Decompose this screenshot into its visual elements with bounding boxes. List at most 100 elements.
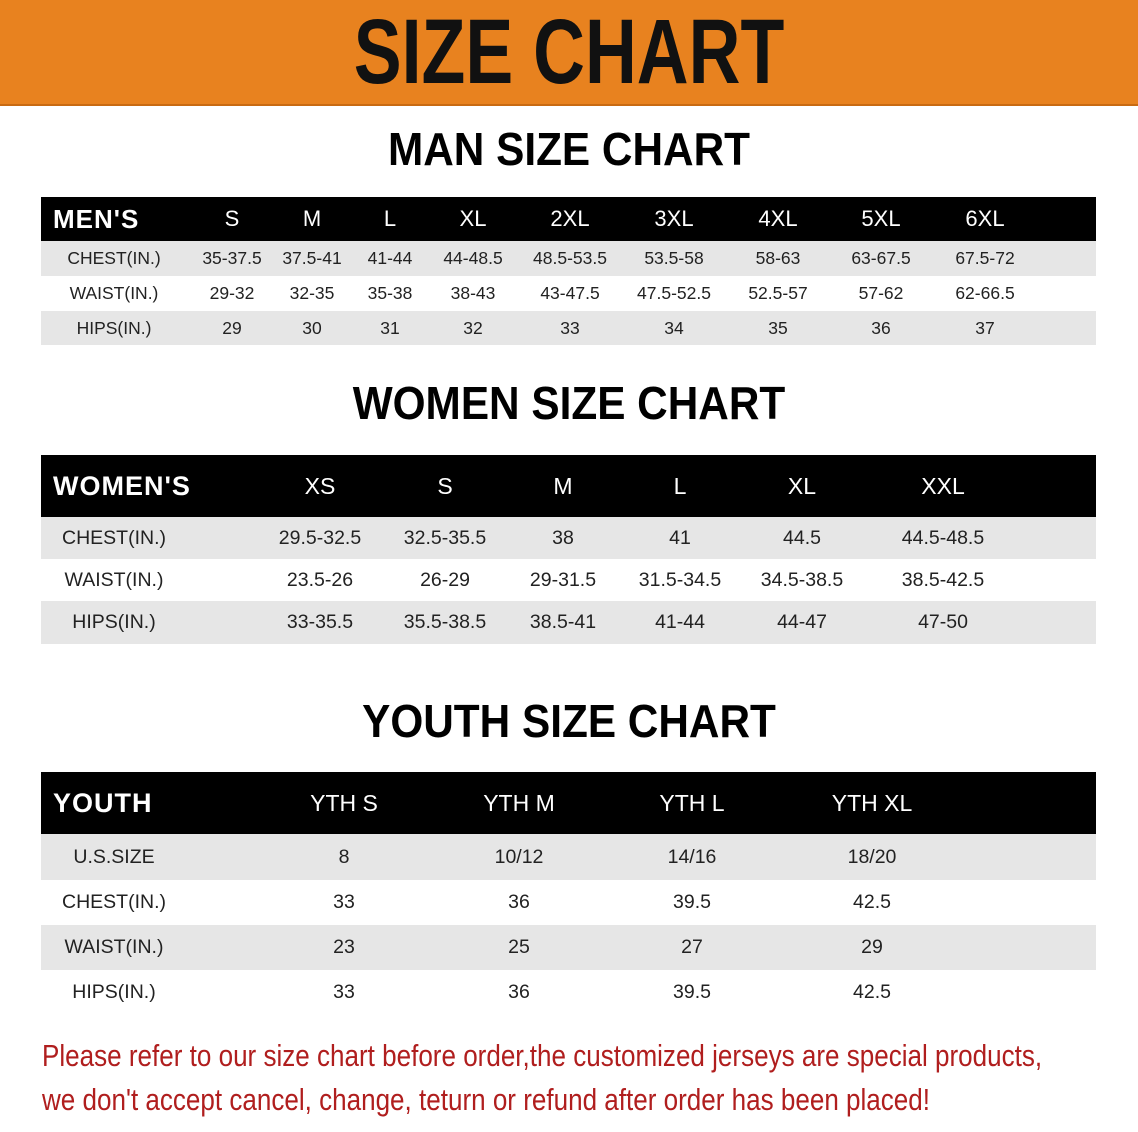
measurement-value: 38 (552, 526, 574, 549)
size-column-header: XS (304, 472, 336, 499)
measurement-value: 37.5-41 (282, 248, 342, 268)
measurement-value: 38.5-42.5 (901, 568, 985, 591)
measurement-value: 38-43 (450, 283, 496, 303)
measurement-value: 53.5-58 (644, 248, 704, 268)
measurement-value: 33 (333, 981, 355, 1003)
measurement-value: 43-47.5 (540, 283, 600, 303)
youth-section-title: YOUTH SIZE CHART (362, 695, 776, 747)
measurement-label: WAIST(IN.) (69, 283, 159, 303)
measurement-value: 35-38 (367, 283, 413, 303)
measurement-label: CHEST(IN.) (62, 891, 166, 913)
measurement-value: 36 (508, 981, 530, 1003)
men-size-table: MEN'S S M L XL 2XL 3XL 4XL 5XL 6XL CHEST(IN.) 35-37… (41, 197, 1096, 345)
table-row: HIPS(IN.) 29 30 31 32 33 34 35 36 37 (41, 311, 1096, 345)
measurement-value: 18/20 (847, 845, 897, 868)
measurement-label: HIPS(IN.) (72, 611, 156, 633)
measurement-value: 27 (681, 936, 703, 958)
size-chart-banner: SIZE CHART (0, 0, 1138, 106)
measurement-value: 38.5-41 (529, 611, 597, 633)
measurement-value: 31 (380, 317, 400, 338)
measurement-value: 32 (463, 317, 483, 338)
table-corner-label: YOUTH (53, 787, 153, 818)
size-column-header: XL (787, 472, 817, 499)
measurement-value: 23 (333, 936, 355, 958)
measurement-value: 47-50 (918, 611, 968, 633)
measurement-value: 29-31.5 (529, 568, 597, 591)
size-column-header: YTH S (310, 789, 378, 816)
size-column-header: S (224, 206, 240, 231)
measurement-value: 33-35.5 (286, 611, 354, 633)
notice-line-2: we don't accept cancel, change, teturn o… (42, 1082, 931, 1117)
measurement-value: 44.5 (783, 526, 821, 549)
size-column-header: YTH M (483, 789, 555, 816)
size-column-header: XL (459, 206, 487, 231)
notice-line-1: Please refer to our size chart before or… (42, 1038, 1043, 1073)
table-row: WAIST(IN.) 23 25 27 29 (41, 925, 1096, 970)
measurement-value: 42.5 (853, 891, 891, 913)
measurement-value: 44.5-48.5 (901, 526, 985, 549)
measurement-value: 34 (664, 317, 684, 338)
measurement-value: 57-62 (858, 283, 904, 303)
women-section-title: WOMEN SIZE CHART (352, 377, 786, 429)
measurement-value: 41-44 (367, 248, 413, 268)
table-corner-label: WOMEN'S (53, 470, 191, 501)
size-column-header: 3XL (654, 206, 694, 231)
measurement-value: 67.5-72 (955, 248, 1015, 268)
measurement-value: 31.5-34.5 (638, 568, 722, 591)
measurement-value: 26-29 (420, 568, 470, 591)
table-row: CHEST(IN.) 35-37.5 37.5-41 41-44 44-48.5 48.5… (41, 241, 1096, 276)
measurement-value: 47.5-52.5 (637, 283, 711, 303)
measurement-value: 32.5-35.5 (403, 526, 487, 549)
measurement-value: 23.5-26 (286, 568, 354, 591)
measurement-value: 35-37.5 (202, 248, 262, 268)
measurement-value: 29-32 (209, 283, 255, 303)
size-column-header: YTH XL (831, 789, 913, 816)
size-column-header: 5XL (861, 206, 901, 231)
measurement-value: 34.5-38.5 (760, 568, 844, 591)
measurement-value: 35 (768, 317, 788, 338)
measurement-value: 39.5 (673, 981, 711, 1003)
measurement-label: CHEST(IN.) (67, 248, 161, 268)
table-row: WAIST(IN.) 23.5-26 26-29 29-31.5 31.5-34.5 34… (41, 559, 1096, 601)
size-column-header: L (673, 472, 687, 499)
measurement-value: 8 (338, 845, 350, 868)
size-column-header: 6XL (965, 206, 1005, 231)
measurement-value: 29 (861, 936, 883, 958)
table-row: HIPS(IN.) 33 36 39.5 42.5 (41, 970, 1096, 1015)
size-column-header: M (553, 472, 573, 499)
women-header-row: WOMEN'S XS S M L XL XXL (41, 455, 1096, 517)
size-column-header: 2XL (550, 206, 590, 231)
measurement-label: CHEST(IN.) (62, 526, 166, 549)
table-row: CHEST(IN.) 29.5-32.5 32.5-35.5 38 41 44.5 44.5… (41, 517, 1096, 559)
table-corner-label: MEN'S (53, 203, 140, 234)
measurement-value: 58-63 (755, 248, 801, 268)
measurement-value: 48.5-53.5 (533, 248, 607, 268)
men-section-title: MAN SIZE CHART (387, 123, 751, 175)
measurement-value: 41-44 (655, 611, 705, 633)
table-row: CHEST(IN.) 33 36 39.5 42.5 (41, 880, 1096, 925)
measurement-value: 10/12 (494, 845, 544, 868)
measurement-value: 25 (508, 936, 530, 958)
measurement-value: 37 (975, 317, 995, 338)
measurement-label: WAIST(IN.) (64, 568, 164, 591)
measurement-value: 14/16 (667, 845, 717, 868)
banner-title: SIZE CHART (353, 1, 785, 103)
women-size-table: WOMEN'S XS S M L XL XXL CHEST(IN.) 29.5-32.5 32.5… (41, 455, 1096, 644)
measurement-value: 32-35 (289, 283, 335, 303)
measurement-value: 39.5 (673, 891, 711, 913)
measurement-value: 29 (222, 317, 242, 338)
measurement-value: 62-66.5 (955, 283, 1015, 303)
youth-size-table: YOUTH YTH S YTH M YTH L YTH XL U.S.SIZE 8 10/12… (41, 772, 1096, 1015)
measurement-value: 42.5 (853, 981, 891, 1003)
table-row: HIPS(IN.) 33-35.5 35.5-38.5 38.5-41 41-44 44-… (41, 601, 1096, 644)
measurement-label: HIPS(IN.) (72, 981, 156, 1003)
size-column-header: S (437, 472, 453, 499)
men-header-row: MEN'S S M L XL 2XL 3XL 4XL 5XL 6XL (41, 197, 1096, 241)
measurement-value: 35.5-38.5 (403, 611, 487, 633)
size-column-header: XXL (921, 472, 965, 499)
measurement-value: 36 (508, 891, 530, 913)
measurement-label: WAIST(IN.) (64, 936, 164, 958)
measurement-value: 29.5-32.5 (278, 526, 362, 549)
measurement-label: U.S.SIZE (73, 845, 155, 868)
measurement-value: 30 (302, 317, 322, 338)
